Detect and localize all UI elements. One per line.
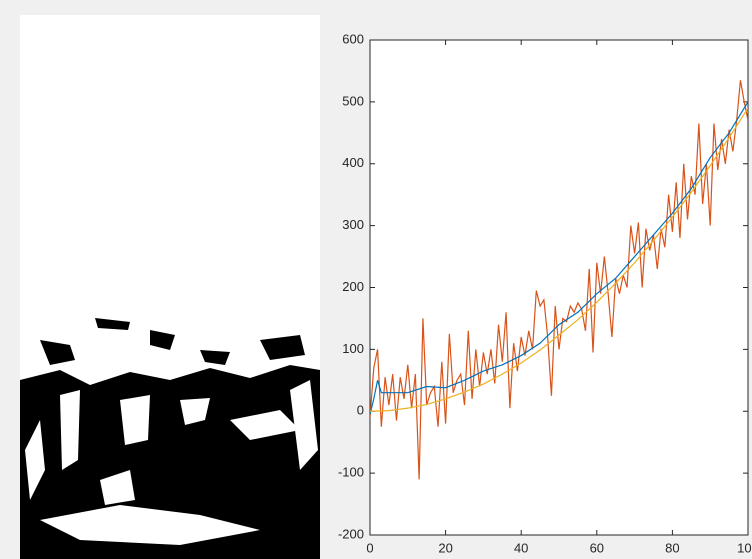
x-tick-label: 20	[438, 540, 452, 555]
series-line	[370, 101, 748, 415]
y-tick-label: -100	[338, 465, 364, 480]
x-tick-label: 0	[366, 540, 373, 555]
y-tick-label: 300	[342, 217, 364, 232]
x-tick-label: 60	[590, 540, 604, 555]
y-tick-label: 100	[342, 341, 364, 356]
x-tick-label: 100	[737, 540, 752, 555]
series-line	[370, 80, 748, 480]
axes-box	[369, 39, 749, 536]
y-tick-label: 0	[357, 403, 364, 418]
y-tick-label: 400	[342, 155, 364, 170]
y-tick-label: 600	[342, 31, 364, 46]
x-tick-label: 80	[665, 540, 679, 555]
y-tick-label: -200	[338, 526, 364, 541]
y-tick-label: 500	[342, 93, 364, 108]
series-line	[370, 107, 748, 412]
plot-lines	[370, 80, 748, 480]
y-tick-label: 200	[342, 279, 364, 294]
binary-image-highlights	[25, 380, 318, 545]
x-tick-label: 40	[514, 540, 528, 555]
